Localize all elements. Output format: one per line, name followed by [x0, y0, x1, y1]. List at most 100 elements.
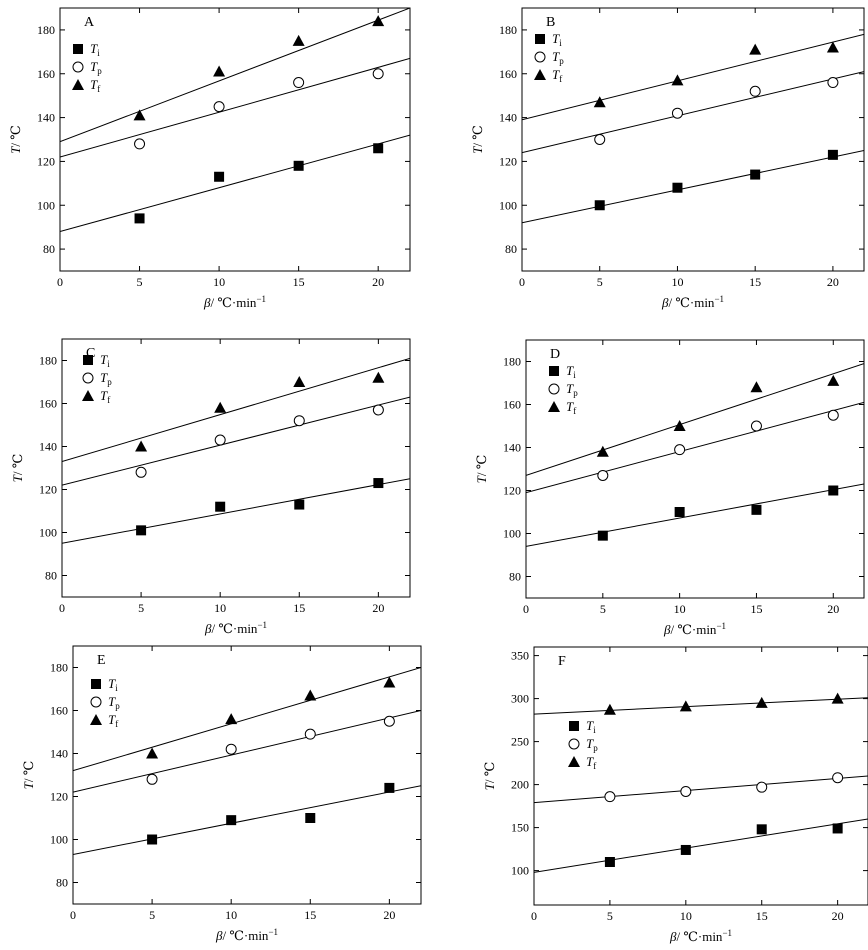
x-tick-label: 20	[372, 275, 384, 289]
legend-marker-tp	[568, 738, 580, 750]
legend-label-tp: Tp	[586, 736, 598, 753]
y-tick-label: 80	[509, 570, 521, 584]
legend-marker-ti	[549, 366, 559, 376]
data-point-ti	[226, 815, 237, 826]
fit-line-tf	[534, 697, 868, 715]
panel-letter: D	[550, 347, 560, 362]
data-point-tp	[827, 409, 839, 421]
x-tick-label: 0	[531, 909, 537, 923]
plot-frame	[525, 339, 865, 599]
data-point-tf	[603, 703, 616, 715]
y-tick-label: 180	[50, 661, 68, 675]
y-tick-label: 140	[37, 111, 55, 125]
data-point-tf	[225, 713, 238, 725]
legend-label-tp: Tp	[100, 370, 112, 387]
data-point-tp	[827, 77, 839, 89]
fit-line-ti	[73, 785, 421, 856]
x-tick-label: 5	[138, 601, 144, 615]
x-tick-label: 15	[750, 602, 762, 616]
data-point-tp	[383, 715, 395, 727]
data-point-ti	[597, 530, 608, 541]
x-tick-label: 5	[597, 275, 603, 289]
data-point-tf	[133, 109, 146, 121]
data-point-tp	[214, 434, 226, 446]
x-tick-label: 20	[827, 602, 839, 616]
x-axis-label: β/ ℃·min−1	[203, 294, 266, 310]
x-tick-label: 20	[372, 601, 384, 615]
data-point-ti	[750, 169, 761, 180]
y-tick-label: 350	[511, 649, 529, 663]
data-point-ti	[215, 501, 226, 512]
legend-marker-tp	[548, 383, 560, 395]
data-point-tp	[293, 77, 305, 89]
fit-line-ti	[62, 478, 410, 544]
x-axis-label: β/ ℃·min−1	[661, 294, 724, 310]
y-tick-label: 140	[503, 441, 521, 455]
y-tick-label: 160	[503, 398, 521, 412]
y-tick-label: 140	[50, 747, 68, 761]
data-point-tf	[593, 96, 606, 108]
x-tick-label: 10	[213, 275, 225, 289]
data-point-tf	[135, 440, 148, 452]
y-tick-label: 100	[499, 198, 517, 212]
data-point-ti	[756, 824, 767, 835]
x-tick-label: 15	[756, 909, 768, 923]
legend-marker-tf	[90, 714, 102, 725]
x-tick-label: 10	[214, 601, 226, 615]
data-point-ti	[828, 485, 839, 496]
x-tick-label: 15	[293, 275, 305, 289]
y-tick-label: 100	[503, 527, 521, 541]
x-tick-label: 5	[600, 602, 606, 616]
legend-marker-ti	[535, 34, 545, 44]
legend-marker-tf	[548, 401, 560, 412]
data-point-ti	[136, 525, 147, 536]
data-point-tp	[674, 444, 686, 456]
panel-letter: F	[558, 654, 566, 669]
data-point-tp	[372, 68, 384, 80]
plot-frame	[72, 645, 422, 905]
data-point-ti	[672, 182, 683, 193]
data-point-ti	[680, 844, 691, 855]
x-tick-label: 20	[383, 908, 395, 922]
x-tick-label: 15	[293, 601, 305, 615]
x-axis-label: β/ ℃·min−1	[204, 620, 267, 636]
y-axis-label: T/ ℃	[470, 125, 485, 154]
data-point-tf	[293, 376, 306, 387]
legend-label-ti: Ti	[586, 718, 596, 735]
y-tick-label: 180	[503, 355, 521, 369]
y-tick-label: 120	[37, 154, 55, 168]
data-point-tp	[680, 785, 692, 797]
fit-line-tf	[73, 667, 421, 772]
data-point-tp	[135, 466, 147, 478]
fit-line-tf	[522, 33, 864, 121]
legend-label-tp: Tp	[566, 381, 578, 398]
fit-line-ti	[526, 483, 864, 547]
legend-label-tp: Tp	[90, 59, 102, 76]
data-point-tf	[372, 371, 385, 383]
data-point-ti	[751, 504, 762, 515]
x-tick-label: 0	[519, 275, 525, 289]
y-tick-label: 100	[39, 526, 57, 540]
data-point-tp	[671, 107, 683, 119]
x-tick-label: 20	[827, 275, 839, 289]
legend-marker-ti	[91, 679, 101, 689]
y-tick-label: 120	[503, 484, 521, 498]
data-point-ti	[305, 813, 316, 823]
data-point-tp	[372, 404, 384, 416]
data-point-tp	[594, 134, 606, 145]
fit-line-tf	[62, 357, 410, 463]
x-tick-label: 15	[304, 908, 316, 922]
y-tick-label: 160	[39, 397, 57, 411]
data-point-tf	[292, 34, 305, 46]
y-tick-label: 160	[499, 67, 517, 81]
y-tick-label: 180	[37, 23, 55, 37]
data-point-tf	[673, 420, 686, 431]
panel-letter: C	[86, 346, 95, 361]
legend-marker-tf	[82, 390, 94, 401]
plot-frame	[521, 7, 865, 272]
x-axis-label: β/ ℃·min−1	[669, 928, 732, 944]
